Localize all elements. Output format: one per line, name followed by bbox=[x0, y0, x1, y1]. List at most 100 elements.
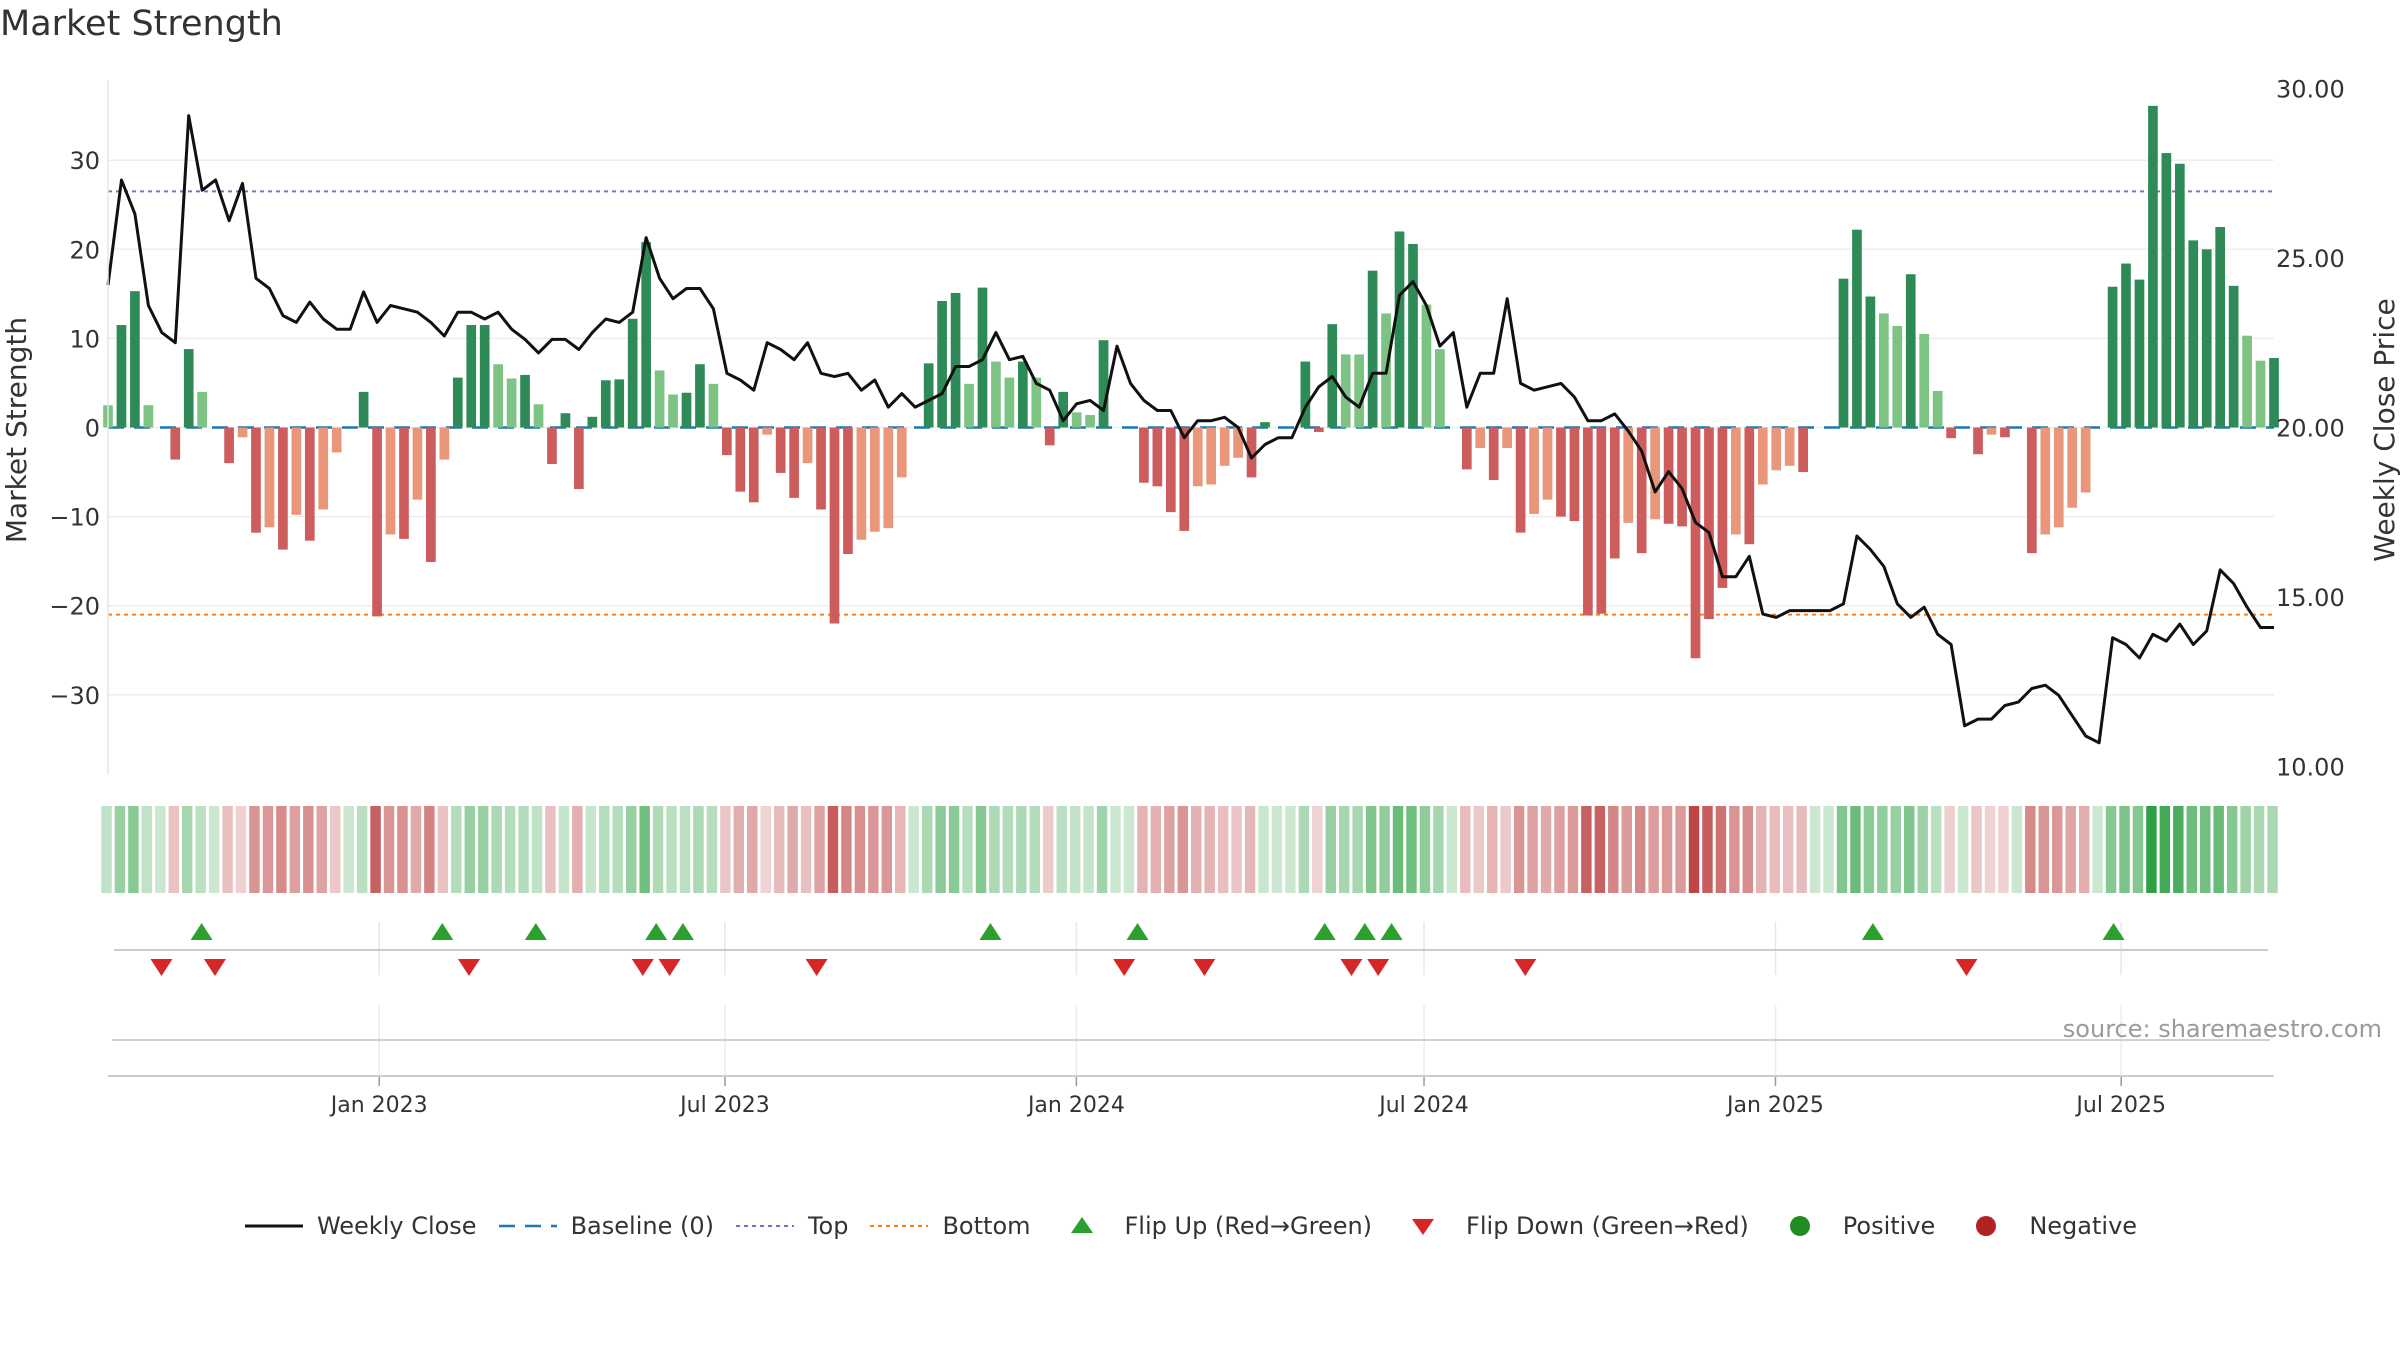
strength-bar bbox=[439, 427, 450, 460]
strength-bar bbox=[2148, 105, 2158, 428]
source-note: source: sharemaestro.com bbox=[2062, 1015, 2382, 1043]
strength-bar bbox=[1260, 422, 1270, 428]
heat-cell bbox=[1083, 806, 1094, 893]
heat-cell bbox=[2119, 806, 2130, 893]
strength-bar bbox=[130, 291, 140, 428]
heat-cell bbox=[787, 806, 798, 893]
strength-bar bbox=[2067, 427, 2078, 508]
heat-cell bbox=[208, 806, 220, 893]
heat-cell bbox=[276, 806, 287, 893]
y2-tick-label: 20.00 bbox=[2276, 415, 2345, 443]
strength-bar bbox=[789, 427, 799, 498]
heat-cell bbox=[1002, 806, 1014, 893]
strength-bar bbox=[183, 349, 194, 428]
heat-cell bbox=[2226, 806, 2238, 893]
heat-cell bbox=[652, 806, 664, 893]
legend-swatch-baseline bbox=[497, 1211, 559, 1241]
strength-bar bbox=[426, 427, 436, 563]
strength-bar bbox=[1892, 325, 1903, 428]
strength-bar bbox=[1300, 361, 1311, 428]
y2-tick-label: 25.00 bbox=[2276, 245, 2345, 273]
heat-cell bbox=[1661, 806, 1673, 893]
heat-cell bbox=[1500, 806, 1511, 893]
heat-cell bbox=[181, 806, 193, 893]
strength-bar bbox=[748, 427, 759, 503]
strength-bar bbox=[883, 427, 894, 529]
strength-bar bbox=[412, 427, 423, 500]
heat-cell bbox=[1486, 806, 1498, 893]
strength-bar bbox=[1044, 427, 1055, 446]
flip-down-marker bbox=[1113, 959, 1136, 976]
heat-cell bbox=[1164, 806, 1175, 893]
heat-cell bbox=[410, 806, 422, 893]
heat-cell bbox=[1096, 806, 1108, 893]
strength-bar bbox=[1677, 427, 1687, 527]
legend-item-positive: Positive bbox=[1769, 1211, 1935, 1241]
legend-label: Baseline (0) bbox=[570, 1212, 714, 1240]
heat-cell bbox=[1756, 806, 1767, 893]
flip-up-marker bbox=[2102, 923, 2125, 940]
heat-cell bbox=[1836, 806, 1848, 893]
flip-up-marker bbox=[190, 923, 213, 940]
strength-bar bbox=[1663, 427, 1674, 524]
heat-cell bbox=[1043, 806, 1054, 893]
heat-cell bbox=[491, 806, 502, 893]
legend-swatch-negative bbox=[1955, 1211, 2017, 1241]
strength-bar bbox=[318, 427, 329, 510]
chart-title: Market Strength bbox=[0, 4, 283, 44]
heat-cell bbox=[128, 806, 139, 893]
heat-cell bbox=[2092, 806, 2103, 893]
legend-label: Weekly Close bbox=[316, 1212, 477, 1240]
strength-bar bbox=[1583, 427, 1593, 616]
strength-bar bbox=[1354, 354, 1365, 428]
heat-cell bbox=[2240, 806, 2251, 893]
strength-bar bbox=[358, 391, 369, 428]
x-tick-label: Jan 2023 bbox=[329, 1093, 428, 1118]
heat-cell bbox=[1016, 806, 1027, 893]
heat-cell bbox=[1137, 806, 1148, 893]
heat-cell bbox=[1809, 806, 1821, 893]
y-tick-label: 30 bbox=[69, 147, 100, 175]
heat-cell bbox=[1796, 806, 1807, 893]
heat-cell bbox=[1056, 806, 1067, 893]
heat-cell bbox=[1029, 806, 1041, 893]
strength-bar bbox=[1488, 427, 1499, 481]
strength-bar bbox=[1340, 354, 1351, 428]
strength-bar bbox=[937, 300, 947, 428]
heat-cell bbox=[814, 806, 825, 893]
heat-cell bbox=[1688, 806, 1700, 893]
y-tick-label: 10 bbox=[69, 325, 100, 353]
heat-cell bbox=[1123, 806, 1135, 893]
strength-bar bbox=[2080, 427, 2091, 493]
strength-bar bbox=[2201, 249, 2212, 428]
heat-cell bbox=[2078, 806, 2090, 893]
y-tick-label: 0 bbox=[85, 415, 100, 443]
heat-cell bbox=[1984, 806, 1996, 893]
heat-cell bbox=[1352, 806, 1363, 893]
heat-cell bbox=[693, 806, 704, 893]
heat-cell bbox=[1998, 806, 2009, 893]
legend-item-flip_down: Flip Down (Green→Red) bbox=[1392, 1211, 1749, 1241]
flip-up-marker bbox=[1126, 923, 1149, 940]
x-tick-label: Jan 2024 bbox=[1026, 1093, 1125, 1118]
y2-tick-label: 15.00 bbox=[2276, 584, 2345, 612]
heat-cell bbox=[747, 806, 758, 893]
legend: Weekly Close Baseline (0) Top Bottom Flip Up… bbox=[0, 1206, 2400, 1246]
strength-bar bbox=[1435, 349, 1445, 428]
heat-cell bbox=[1554, 806, 1565, 893]
strength-bar bbox=[1367, 270, 1378, 428]
heat-cell bbox=[1634, 806, 1646, 893]
strength-bar bbox=[1852, 229, 1862, 428]
heat-cell bbox=[1917, 806, 1928, 893]
y-tick-label: −30 bbox=[49, 682, 100, 710]
strength-bar bbox=[547, 427, 557, 465]
legend-item-negative: Negative bbox=[1955, 1211, 2137, 1241]
strength-bar bbox=[1152, 427, 1163, 487]
heat-cell bbox=[1271, 806, 1283, 893]
heat-cell bbox=[1904, 806, 1915, 893]
legend-label: Flip Up (Red→Green) bbox=[1124, 1212, 1373, 1240]
heat-cell bbox=[1863, 806, 1875, 893]
y-tick-label: 20 bbox=[69, 236, 100, 264]
strength-bar bbox=[1461, 427, 1472, 470]
